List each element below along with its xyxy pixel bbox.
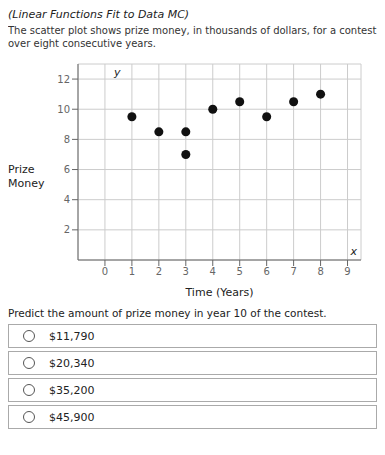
svg-text:2: 2 bbox=[64, 224, 70, 235]
html-text:Prize Money: Prize Money bbox=[8, 163, 45, 190]
html-text:(Linear Functions Fit to Data: (Linear Functions Fit to Data MC) bbox=[8, 8, 190, 21]
svg-text:2: 2 bbox=[156, 266, 162, 277]
html-text:$11,790: $11,790 bbox=[49, 329, 95, 343]
html-text:x: x bbox=[350, 245, 357, 258]
svg-text:5: 5 bbox=[237, 266, 243, 277]
svg-text:1: 1 bbox=[129, 266, 135, 277]
html-text:$45,900: $45,900 bbox=[49, 410, 95, 424]
svg-text:4: 4 bbox=[64, 194, 70, 205]
svg-text:6: 6 bbox=[263, 266, 269, 277]
svg-text:4: 4 bbox=[210, 266, 216, 277]
svg-text:3: 3 bbox=[183, 266, 189, 277]
html-text:y: y bbox=[114, 66, 121, 79]
html-text:$35,200: $35,200 bbox=[49, 383, 95, 397]
svg-text:9: 9 bbox=[344, 266, 350, 277]
svg-text:7: 7 bbox=[290, 266, 296, 277]
svg-text:10: 10 bbox=[57, 104, 70, 115]
html-text:$20,340: $20,340 bbox=[49, 356, 95, 370]
html-text:The scatter plot shows prize m: The scatter plot shows prize money, in t… bbox=[8, 25, 377, 49]
svg-text:6: 6 bbox=[64, 164, 70, 175]
svg-text:8: 8 bbox=[64, 134, 70, 145]
html-text:Predict the amount of prize mo: Predict the amount of prize money in yea… bbox=[8, 307, 327, 319]
svg-text:12: 12 bbox=[57, 74, 70, 85]
svg-text:8: 8 bbox=[317, 266, 323, 277]
svg-text:Time (Years): Time (Years) bbox=[184, 286, 253, 299]
svg-text:0: 0 bbox=[102, 266, 108, 277]
